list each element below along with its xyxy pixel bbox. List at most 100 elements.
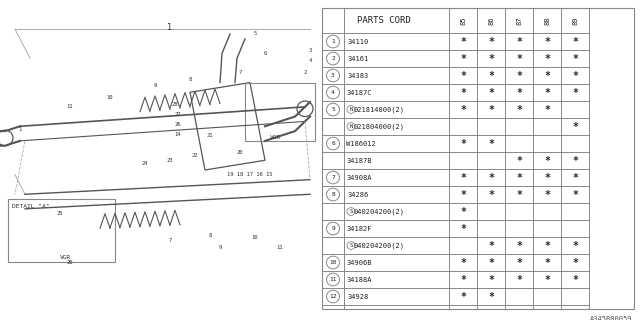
Text: *: * (460, 139, 466, 148)
Text: *: * (572, 122, 578, 132)
Text: *: * (572, 88, 578, 98)
Text: *: * (488, 36, 494, 46)
Text: *: * (488, 189, 494, 199)
Text: 86: 86 (488, 16, 494, 25)
Text: 24: 24 (141, 161, 148, 166)
Text: A345B00059: A345B00059 (589, 316, 632, 320)
Text: 26: 26 (67, 260, 73, 265)
Text: 3: 3 (308, 48, 312, 53)
Text: *: * (544, 105, 550, 115)
Text: 7: 7 (331, 175, 335, 180)
Text: *: * (544, 189, 550, 199)
Text: *: * (516, 189, 522, 199)
Text: 10: 10 (107, 95, 113, 100)
Text: *: * (460, 292, 466, 301)
Text: *: * (460, 172, 466, 182)
Text: N: N (349, 124, 353, 129)
Text: 26: 26 (175, 122, 181, 127)
Text: PARTS CORD: PARTS CORD (356, 16, 410, 25)
Text: *: * (516, 241, 522, 251)
Text: *: * (544, 70, 550, 81)
Text: *: * (460, 88, 466, 98)
Text: *: * (572, 258, 578, 268)
Text: 34188A: 34188A (347, 276, 372, 283)
Text: 34182F: 34182F (347, 226, 372, 231)
Text: 10: 10 (252, 236, 259, 241)
Text: 19 18 17 16 15: 19 18 17 16 15 (227, 172, 273, 177)
Text: 1: 1 (168, 23, 173, 32)
Text: *: * (544, 258, 550, 268)
Text: 88: 88 (544, 16, 550, 25)
Text: 4: 4 (308, 58, 312, 63)
Text: *: * (572, 172, 578, 182)
Text: *: * (488, 241, 494, 251)
Text: *: * (516, 105, 522, 115)
Text: 6: 6 (264, 51, 267, 56)
Text: 7: 7 (168, 238, 172, 244)
Text: S: S (349, 243, 353, 248)
Text: 34928: 34928 (347, 293, 369, 300)
Text: *: * (572, 53, 578, 64)
Text: *: * (516, 275, 522, 284)
Text: 11: 11 (276, 245, 284, 250)
Text: 34187B: 34187B (347, 157, 372, 164)
Text: 3: 3 (331, 73, 335, 78)
Text: *: * (516, 70, 522, 81)
Text: 12: 12 (329, 294, 337, 299)
Text: *: * (460, 53, 466, 64)
Text: *: * (544, 275, 550, 284)
Text: *: * (460, 258, 466, 268)
Text: *: * (460, 206, 466, 217)
Text: *: * (516, 36, 522, 46)
Text: 87: 87 (516, 16, 522, 25)
Text: VGR: VGR (60, 255, 70, 260)
Text: 1: 1 (331, 39, 335, 44)
Text: *: * (488, 139, 494, 148)
Text: 10: 10 (329, 260, 337, 265)
Text: *: * (544, 156, 550, 165)
Text: *: * (488, 172, 494, 182)
Text: 34161: 34161 (347, 56, 369, 61)
Text: *: * (572, 36, 578, 46)
Text: *: * (460, 223, 466, 234)
Text: *: * (572, 70, 578, 81)
Text: 14: 14 (175, 132, 181, 137)
Text: *: * (572, 275, 578, 284)
Text: 85: 85 (460, 16, 466, 25)
Text: *: * (488, 70, 494, 81)
Text: 2: 2 (331, 56, 335, 61)
Text: 21: 21 (207, 133, 213, 139)
Text: 6: 6 (331, 141, 335, 146)
Text: *: * (488, 88, 494, 98)
Text: *: * (460, 275, 466, 284)
Text: 1: 1 (19, 127, 22, 132)
Text: 34906B: 34906B (347, 260, 372, 266)
Text: *: * (488, 292, 494, 301)
Text: 4: 4 (331, 90, 335, 95)
Text: 040204200(2): 040204200(2) (353, 242, 404, 249)
Text: 23: 23 (167, 158, 173, 163)
Text: S: S (349, 209, 353, 214)
Text: 8: 8 (209, 233, 212, 237)
Text: *: * (460, 105, 466, 115)
Text: N: N (349, 107, 353, 112)
Text: *: * (572, 189, 578, 199)
Text: *: * (516, 156, 522, 165)
Text: W186012: W186012 (346, 140, 376, 147)
Text: 34286: 34286 (347, 191, 369, 197)
Text: *: * (488, 105, 494, 115)
Text: *: * (488, 275, 494, 284)
Text: 34908A: 34908A (347, 174, 372, 180)
Text: *: * (460, 36, 466, 46)
Text: 34110: 34110 (347, 38, 369, 44)
Text: 021814000(2): 021814000(2) (353, 106, 404, 113)
Text: *: * (488, 53, 494, 64)
Text: 11: 11 (67, 104, 73, 109)
Text: 5: 5 (253, 31, 257, 36)
Text: 22: 22 (192, 153, 198, 158)
Text: 9: 9 (154, 83, 157, 88)
Text: *: * (544, 88, 550, 98)
Text: *: * (572, 156, 578, 165)
Text: 27: 27 (175, 112, 181, 117)
Text: 9: 9 (218, 245, 221, 250)
